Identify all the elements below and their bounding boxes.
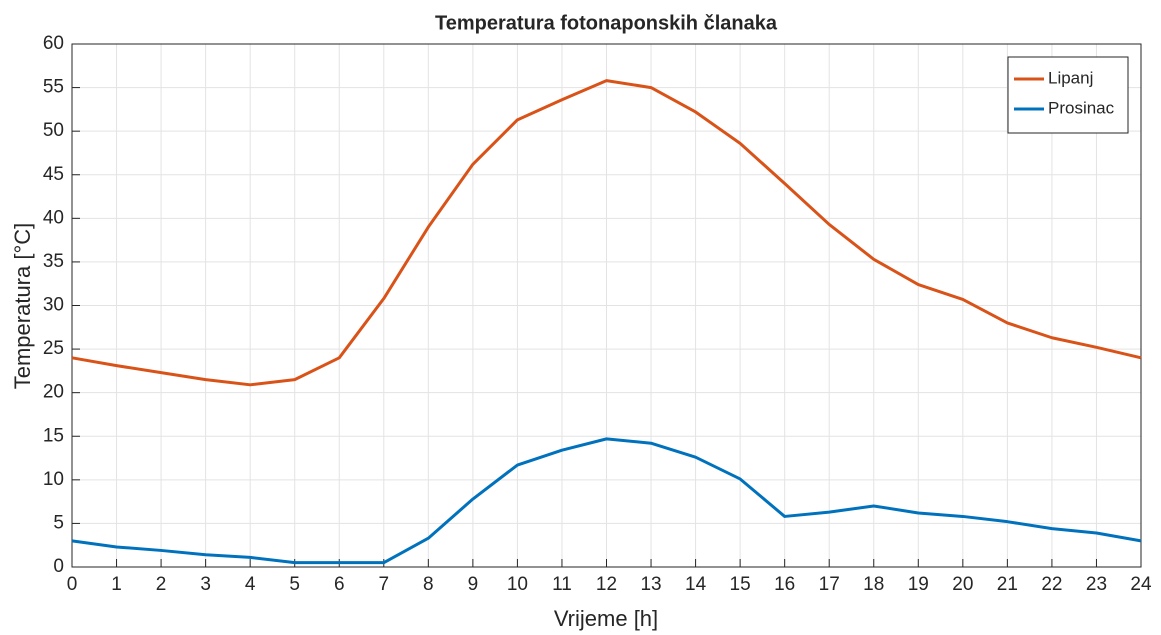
data-line	[71, 437, 1142, 565]
x-tick-label: 15	[730, 574, 751, 595]
x-tick-label: 12	[596, 574, 617, 595]
x-tick-label: 21	[997, 574, 1018, 595]
x-tick-label: 23	[1086, 574, 1107, 595]
x-tick-label: 9	[468, 574, 479, 595]
x-tick-label: 19	[908, 574, 929, 595]
y-axis-label: Temperatura [°C]	[10, 223, 35, 390]
x-tick-label: 6	[334, 574, 345, 595]
y-tick-label: 20	[43, 382, 64, 403]
y-tick-label: 25	[43, 338, 64, 359]
x-tick-label: 0	[67, 574, 78, 595]
x-tick-label: 20	[952, 574, 973, 595]
y-tick-label: 40	[43, 207, 64, 228]
y-tick-label: 30	[43, 295, 64, 316]
x-tick-label: 17	[819, 574, 840, 595]
y-tick-label: 35	[43, 251, 64, 272]
x-tick-label: 4	[245, 574, 256, 595]
y-tick-label: 60	[43, 33, 64, 54]
y-tick-label: 55	[43, 77, 64, 98]
x-tick-label: 22	[1041, 574, 1062, 595]
y-tick-label: 0	[53, 556, 64, 577]
x-tick-label: 5	[289, 574, 300, 595]
x-tick-label: 2	[156, 574, 167, 595]
x-tick-label: 10	[507, 574, 528, 595]
x-tick-label: 8	[423, 574, 434, 595]
x-tick-label: 18	[863, 574, 884, 595]
x-tick-label: 14	[685, 574, 707, 595]
x-tick-label: 7	[379, 574, 390, 595]
y-tick-label: 5	[53, 512, 64, 533]
y-tick-label: 45	[43, 164, 64, 185]
legend-box	[1007, 56, 1129, 134]
x-tick-label: 1	[111, 574, 122, 595]
x-tick-label: 16	[774, 574, 795, 595]
x-axis-label: Vrijeme [h]	[554, 606, 658, 631]
plot-frame	[71, 43, 1142, 568]
legend-label: Prosinac	[1048, 98, 1115, 117]
x-tick-label: 13	[640, 574, 661, 595]
x-tick-label: 11	[552, 574, 572, 595]
y-tick-label: 15	[43, 425, 64, 446]
x-tick-label: 3	[200, 574, 211, 595]
x-tick-label: 24	[1130, 574, 1152, 595]
data-line	[71, 79, 1142, 387]
y-tick-label: 50	[43, 120, 64, 141]
chart-title: Temperatura fotonaponskih članaka	[435, 12, 778, 34]
legend-label: Lipanj	[1048, 68, 1093, 87]
y-tick-label: 10	[43, 469, 64, 490]
